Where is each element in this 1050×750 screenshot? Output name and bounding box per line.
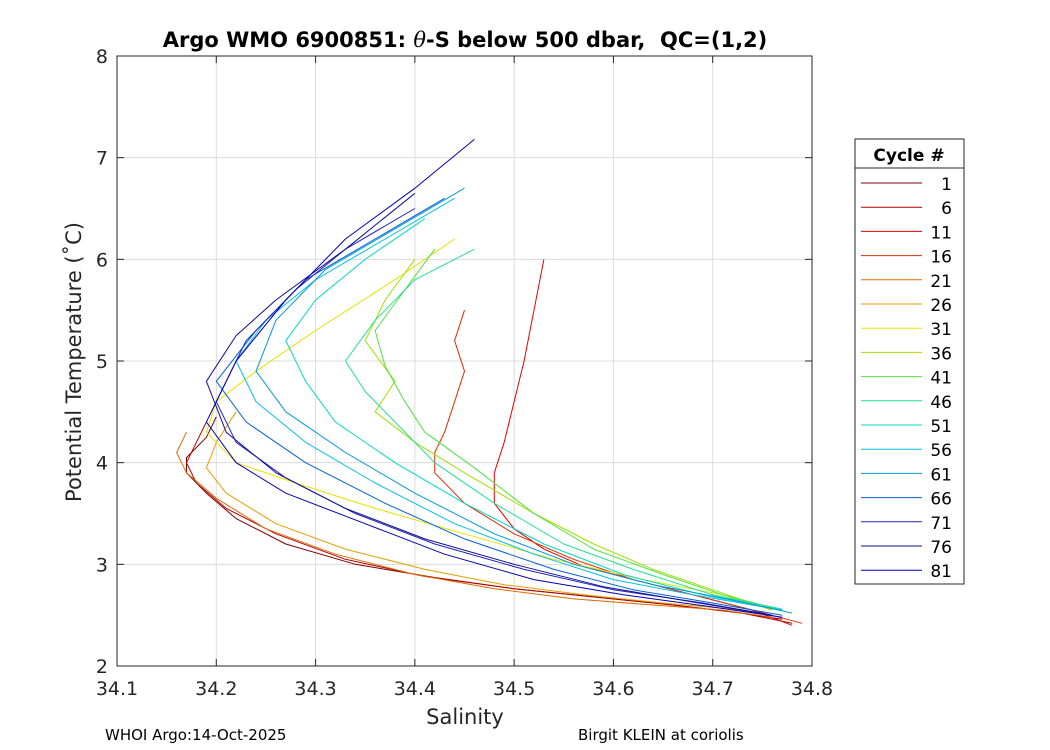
footer-left: WHOI Argo:14-Oct-2025	[105, 726, 287, 744]
legend-label-36: 36	[930, 344, 952, 364]
legend-label-16: 16	[930, 248, 952, 268]
x-tick-label: 34.3	[294, 678, 336, 700]
y-tick-label: 7	[96, 148, 108, 170]
y-axis-label: Potential Temperature (˚C)	[62, 222, 86, 502]
legend-label-56: 56	[930, 441, 952, 461]
x-tick-label: 34.2	[195, 678, 237, 700]
legend-label-41: 41	[930, 369, 952, 389]
profile-line-cycle-76	[205, 192, 773, 616]
x-tick-label: 34.8	[791, 678, 833, 700]
legend-label-51: 51	[930, 417, 952, 437]
x-tick-label: 34.6	[592, 678, 634, 700]
legend-label-81: 81	[930, 562, 952, 582]
footer-right: Birgit KLEIN at coriolis	[578, 726, 744, 744]
x-tick-label: 34.1	[96, 678, 138, 700]
legend-label-66: 66	[930, 490, 952, 510]
profile-line-cycle-46	[344, 248, 783, 610]
profile-line-cycle-41	[374, 248, 783, 611]
chart-title: Argo WMO 6900851: θ-S below 500 dbar, QC…	[163, 28, 768, 52]
legend-label-61: 61	[930, 465, 952, 485]
profile-line-cycle-81	[205, 139, 783, 618]
legend-title: Cycle #	[873, 146, 944, 166]
y-tick-label: 6	[96, 249, 108, 271]
profile-line-cycle-21	[176, 431, 773, 618]
legend-label-31: 31	[930, 320, 952, 340]
legend-label-71: 71	[930, 514, 952, 534]
x-tick-label: 34.7	[692, 678, 734, 700]
y-tick-label: 4	[96, 453, 108, 475]
profile-line-cycle-51	[285, 218, 783, 611]
legend-label-6: 6	[941, 199, 952, 219]
y-tick-label: 5	[96, 351, 108, 373]
y-tick-label: 8	[96, 46, 108, 68]
legend-label-76: 76	[930, 538, 952, 558]
title-suffix: -S below 500 dbar, QC=(1,2)	[426, 28, 767, 52]
legend-box	[854, 138, 965, 585]
profile-line-cycle-26	[205, 411, 773, 616]
y-tick-label: 2	[96, 656, 108, 678]
x-tick-label: 34.4	[394, 678, 436, 700]
profile-line-cycle-36	[364, 259, 773, 611]
axis-ticks: 34.1 34.2 34.3 34.4 34.5 34.6 34.7 34.8 2 3 4 5 6 7 8	[96, 46, 833, 700]
legend-label-46: 46	[930, 393, 952, 413]
profile-line-cycle-61	[255, 187, 793, 614]
profile-line-cycle-6	[186, 421, 793, 624]
y-tick-label: 3	[96, 554, 108, 576]
legend-label-26: 26	[930, 296, 952, 316]
x-tick-label: 34.5	[493, 678, 535, 700]
profile-line-cycle-16	[434, 310, 803, 624]
profile-lines	[176, 139, 803, 626]
x-axis-label: Salinity	[426, 705, 504, 729]
title-theta-symbol: θ	[413, 28, 426, 52]
title-prefix: Argo WMO 6900851:	[163, 28, 414, 52]
legend-label-1: 1	[941, 175, 952, 195]
legend-label-21: 21	[930, 272, 952, 292]
legend-label-11: 11	[930, 223, 952, 243]
